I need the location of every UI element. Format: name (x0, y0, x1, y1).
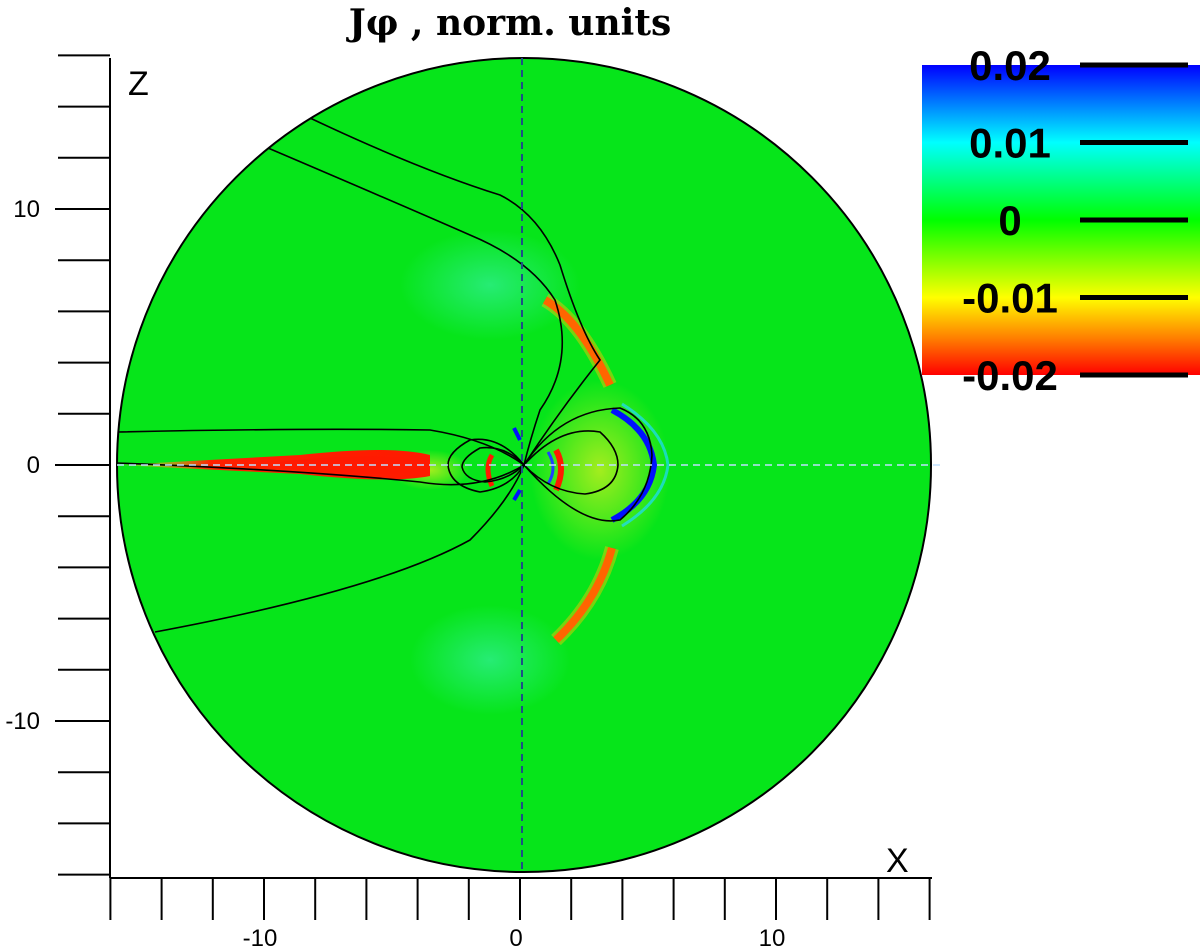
dayside-boundary-cyan (621, 402, 670, 528)
field-line-tail-upper (117, 428, 525, 466)
north-cusp-arc-glow (541, 293, 617, 388)
colorbar-tick-label: -0.02 (962, 352, 1058, 399)
z-tick-label: 10 (13, 196, 40, 223)
dipole-blue-south (512, 488, 522, 502)
field-line-open-upper-1 (309, 117, 601, 466)
colorbar: 0.02 0.01 0 -0.01 -0.02 (922, 42, 1200, 399)
colorbar-ticks: 0.02 0.01 0 -0.01 -0.02 (962, 42, 1188, 399)
x-axis-ticks: -10 0 10 (109, 878, 931, 949)
z-axis-label: Z (128, 65, 149, 103)
field-line-open-lower (154, 464, 525, 633)
x-axis-label: X (886, 842, 909, 880)
field-line-closed-inner-right (523, 430, 619, 495)
dayside-boundary (610, 407, 658, 523)
inner-ring-right (553, 448, 564, 492)
inner-ring-left (485, 453, 495, 488)
south-cusp-arc-glow (551, 546, 619, 646)
current-density-map (116, 57, 945, 873)
field-line-open-upper-2 (267, 147, 564, 466)
field-line-closed-small-left (461, 446, 525, 483)
field-line-tail-lower (117, 462, 525, 486)
z-axis-ticks: 10 0 -10 (5, 54, 110, 876)
colorbar-tick-label: 0.02 (969, 42, 1051, 89)
x-tick-label: 0 (509, 925, 522, 949)
z-tick-label: -10 (5, 708, 40, 735)
dipole-blue-north (512, 427, 522, 441)
axes: 10 0 -10 -10 0 10 Z X (5, 54, 932, 949)
inner-ring-right-blue (546, 451, 555, 485)
field-line-closed-outer (523, 407, 653, 522)
colorbar-tick-label: -0.01 (962, 275, 1058, 322)
z-tick-label: 0 (27, 452, 40, 479)
x-tick-label: 10 (759, 925, 786, 949)
chart-title: Jφ , norm. units (346, 2, 671, 44)
colorbar-tick-label: 0 (998, 197, 1021, 244)
x-tick-label: -10 (243, 925, 278, 949)
north-cusp-arc (542, 296, 614, 387)
colorbar-tick-label: 0.01 (969, 120, 1051, 167)
south-cusp-arc (553, 546, 616, 643)
